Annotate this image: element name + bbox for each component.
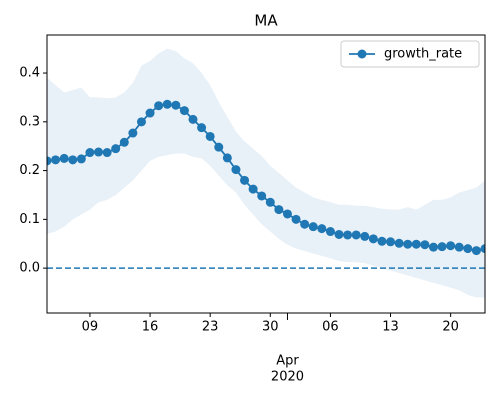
data-point — [403, 239, 413, 249]
data-point — [334, 229, 344, 239]
chart-title: MA — [254, 12, 278, 30]
data-point — [480, 244, 485, 254]
data-point — [248, 184, 258, 194]
y-tick-label: 0.3 — [19, 114, 40, 129]
data-point — [265, 197, 275, 207]
data-point — [154, 101, 164, 111]
data-point — [47, 156, 52, 166]
data-point — [291, 214, 301, 224]
data-point — [231, 165, 241, 175]
data-point — [325, 227, 335, 237]
data-point — [471, 246, 481, 256]
data-point — [420, 240, 430, 250]
x-tick-label: 20 — [442, 320, 459, 335]
data-point — [85, 148, 95, 158]
data-point — [454, 242, 464, 252]
legend-box — [340, 40, 480, 68]
data-point — [102, 148, 112, 158]
data-point — [377, 236, 387, 246]
data-point — [428, 242, 438, 252]
axes-frame — [46, 34, 486, 314]
data-point — [205, 131, 215, 141]
x-month-label: Apr — [276, 354, 299, 369]
data-point — [188, 114, 198, 124]
data-point — [360, 231, 370, 241]
plot-area — [47, 48, 485, 298]
confidence-band — [47, 48, 485, 298]
data-point — [343, 230, 353, 240]
data-point — [94, 147, 104, 157]
data-point — [411, 239, 421, 249]
data-point — [197, 123, 207, 133]
data-point — [437, 242, 447, 252]
data-point — [282, 209, 292, 219]
data-point — [51, 155, 61, 165]
legend-marker — [357, 49, 367, 59]
x-year-label: 2020 — [271, 370, 304, 385]
data-point — [240, 175, 250, 185]
x-tick-label: 30 — [262, 320, 279, 335]
data-point — [446, 241, 456, 251]
data-point — [368, 234, 378, 244]
data-point — [300, 219, 310, 229]
data-point — [111, 144, 121, 154]
x-tick-label: 16 — [142, 320, 159, 335]
data-point — [257, 191, 267, 201]
data-point — [179, 106, 189, 116]
y-tick-label: 0.2 — [19, 163, 40, 178]
data-point — [128, 128, 138, 138]
x-tick-label: 09 — [82, 320, 99, 335]
data-point — [68, 155, 78, 165]
y-tick-label: 0.0 — [19, 261, 40, 276]
data-point — [351, 230, 361, 240]
data-point — [463, 244, 473, 254]
data-point — [317, 224, 327, 234]
x-tick-label: 23 — [202, 320, 219, 335]
data-point — [162, 99, 172, 109]
y-tick-label: 0.4 — [19, 66, 40, 81]
data-point — [214, 142, 224, 152]
x-tick-label: 06 — [322, 320, 339, 335]
y-tick-label: 0.1 — [19, 212, 40, 227]
data-point — [274, 205, 284, 215]
x-tick-label: 13 — [382, 320, 399, 335]
data-point — [145, 108, 155, 118]
data-point — [59, 153, 69, 163]
data-point — [222, 153, 232, 163]
data-point — [394, 238, 404, 248]
data-point — [171, 100, 181, 110]
data-point — [386, 237, 396, 247]
data-point — [76, 154, 86, 164]
legend-label: growth_rate — [384, 47, 462, 62]
data-point — [308, 222, 318, 232]
data-point — [119, 137, 129, 147]
data-point — [136, 117, 146, 127]
